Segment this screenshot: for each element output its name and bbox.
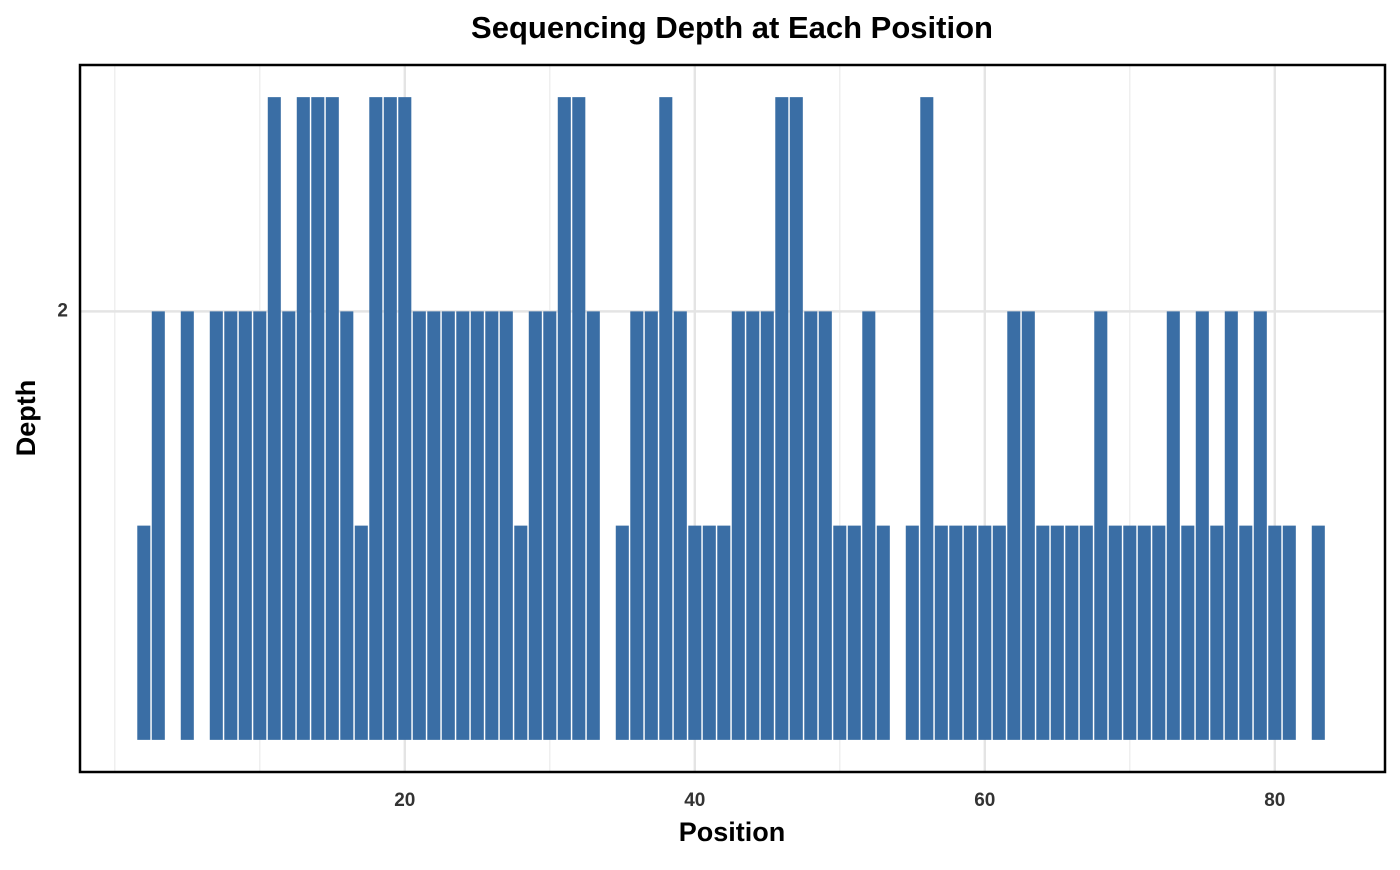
bar [282, 311, 296, 740]
bar [992, 525, 1006, 740]
bar [731, 311, 745, 740]
bar [137, 525, 151, 740]
bar [1195, 311, 1209, 740]
bar [572, 97, 586, 740]
bar [485, 311, 499, 740]
bar [1181, 525, 1195, 740]
bar [354, 525, 368, 740]
bar [1021, 311, 1035, 740]
bar [441, 311, 455, 740]
bar [369, 97, 383, 740]
bar [934, 525, 948, 740]
x-tick-label: 20 [394, 790, 415, 811]
bar [543, 311, 557, 740]
bar [1311, 525, 1325, 740]
bar [789, 97, 803, 740]
bar [949, 525, 963, 740]
x-tick-label: 60 [974, 790, 995, 811]
bar [1050, 525, 1064, 740]
bar [1152, 525, 1166, 740]
bar [1224, 311, 1238, 740]
bar [1094, 311, 1108, 740]
bar [644, 311, 658, 740]
chart-title: Sequencing Depth at Each Position [471, 10, 993, 45]
bar [412, 311, 426, 740]
bar [499, 311, 513, 740]
y-axis-title: Depth [11, 380, 41, 457]
bar [920, 97, 934, 740]
bar [1166, 311, 1180, 740]
bar [514, 525, 528, 740]
x-tick-label: 80 [1264, 790, 1285, 811]
bar [615, 525, 629, 740]
bar [296, 97, 310, 740]
bar [1268, 525, 1282, 740]
panel-border [78, 63, 1387, 774]
bar [311, 97, 325, 740]
bar [876, 525, 890, 740]
bar [557, 97, 571, 740]
bar [1210, 525, 1224, 740]
bar [1036, 525, 1050, 740]
bar [398, 97, 412, 740]
bar [340, 311, 354, 740]
bar [253, 311, 267, 740]
bar [746, 311, 760, 740]
bar [1007, 311, 1021, 740]
bar [1123, 525, 1137, 740]
x-axis-title: Position [679, 817, 786, 847]
bar [238, 311, 252, 740]
bar [688, 525, 702, 740]
y-tick-label: 2 [57, 300, 68, 321]
bar [224, 311, 238, 740]
bar [325, 97, 339, 740]
bar [1108, 525, 1122, 740]
bar [427, 311, 441, 740]
bar [267, 97, 281, 740]
bar [586, 311, 600, 740]
bar [659, 97, 673, 740]
bar [717, 525, 731, 740]
bar [847, 525, 861, 740]
bar [1137, 525, 1151, 740]
bar [963, 525, 977, 740]
bar [833, 525, 847, 740]
x-tick-label: 40 [684, 790, 705, 811]
bar [1079, 525, 1093, 740]
bar [905, 525, 919, 740]
bar [383, 97, 397, 740]
bar [1239, 525, 1253, 740]
bar [804, 311, 818, 740]
bar [760, 311, 774, 740]
bar [862, 311, 876, 740]
bar [209, 311, 223, 740]
bar [1065, 525, 1079, 740]
bar [978, 525, 992, 740]
bar [151, 311, 165, 740]
bar [818, 311, 832, 740]
bar [702, 525, 716, 740]
bar [528, 311, 542, 740]
bar [1282, 525, 1296, 740]
bar [456, 311, 470, 740]
bar [775, 97, 789, 740]
bar [630, 311, 644, 740]
bar [673, 311, 687, 740]
bar [1253, 311, 1267, 740]
bar [470, 311, 484, 740]
bar [180, 311, 194, 740]
